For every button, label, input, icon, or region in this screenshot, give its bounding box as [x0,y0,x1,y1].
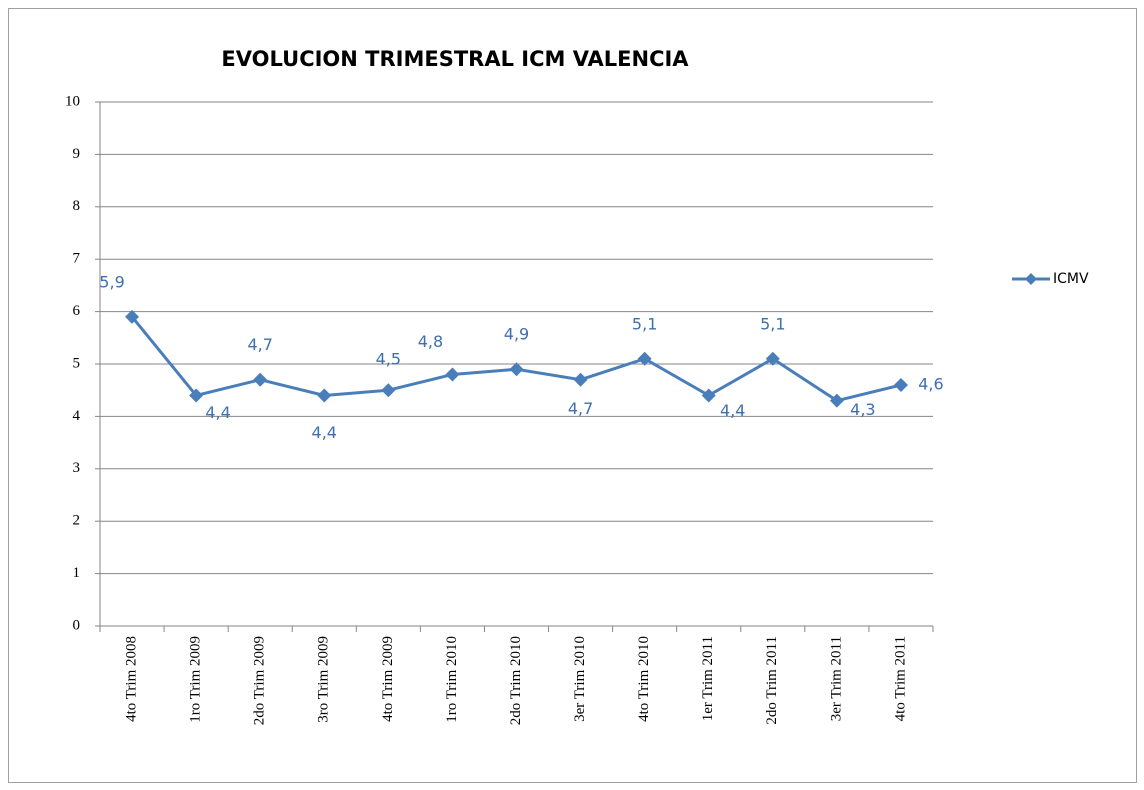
marker [381,383,396,398]
chart-title: EVOLUCION TRIMESTRAL ICM VALENCIA [221,47,689,71]
x-tick-label: 2do Trim 2009 [252,636,268,725]
y-tick-label: 8 [73,198,81,214]
y-tick-label: 0 [73,617,81,633]
x-tick-label: 1er Trim 2011 [700,636,716,721]
legend-marker [1025,273,1037,285]
legend-label: ICMV [1053,271,1089,287]
data-label: 4,7 [247,335,272,354]
data-label: 5,1 [760,314,785,333]
y-tick-label: 6 [73,303,81,319]
data-label: 4,4 [312,423,337,442]
y-tick-label: 4 [73,408,81,424]
x-tick-label: 4to Trim 2009 [380,636,396,722]
marker [701,388,716,403]
y-tick-label: 5 [73,355,81,371]
data-label: 5,9 [99,272,124,291]
marker [253,372,268,387]
data-label: 4,4 [720,401,745,420]
marker [573,372,588,387]
data-label: 5,1 [632,314,657,333]
marker [509,362,524,377]
x-tick-label: 4to Trim 2010 [636,636,652,722]
data-label: 4,9 [504,325,529,344]
y-tick-label: 7 [73,251,81,267]
y-tick-label: 9 [73,146,81,162]
data-label: 4,8 [418,332,443,351]
data-label: 4,3 [850,400,875,419]
y-tick-label: 10 [65,93,80,109]
x-tick-label: 1ro Trim 2010 [444,636,460,723]
x-tick-label: 2do Trim 2011 [764,636,780,725]
data-label: 4,7 [568,399,593,418]
x-tick-label: 4to Trim 2011 [892,636,908,721]
data-label: 4,4 [205,403,230,422]
x-tick-label: 3ro Trim 2009 [316,636,332,723]
y-tick-label: 1 [73,565,81,581]
x-tick-label: 1ro Trim 2009 [188,636,204,723]
x-tick-label: 2do Trim 2010 [508,636,524,725]
marker [765,351,780,366]
marker [317,388,332,403]
marker [125,309,140,324]
marker [189,388,204,403]
marker [893,377,908,392]
data-label: 4,6 [918,374,943,393]
marker [445,367,460,382]
data-label: 4,5 [376,350,401,369]
x-tick-label: 4to Trim 2008 [123,636,139,722]
marker [829,393,844,408]
y-tick-label: 3 [73,460,81,476]
x-tick-label: 3er Trim 2010 [572,636,588,722]
marker [637,351,652,366]
x-tick-label: 3er Trim 2011 [828,636,844,721]
y-tick-label: 2 [73,513,81,529]
